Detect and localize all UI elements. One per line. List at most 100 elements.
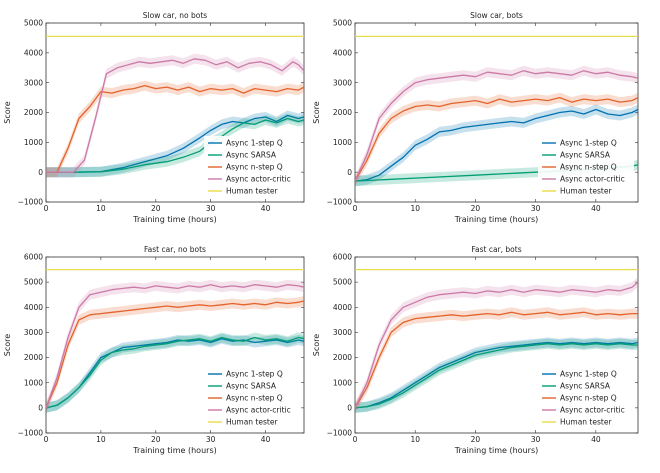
series-group xyxy=(46,268,304,413)
x-axis-label: Training time (hours) xyxy=(132,215,216,224)
legend-label-async-n-step-q: Async n-step Q xyxy=(560,163,617,172)
y-tick-label: 4000 xyxy=(24,48,43,57)
y-tick-label: 1000 xyxy=(24,138,43,147)
y-tick-label: −1000 xyxy=(327,429,353,438)
y-tick-label: 5000 xyxy=(333,278,352,287)
series-band-async-sarsa xyxy=(46,113,304,178)
y-axis-label: Score xyxy=(312,101,321,123)
series-line-async-actor-critic xyxy=(355,70,638,182)
x-tick-label: 40 xyxy=(261,204,271,213)
x-tick-label: 0 xyxy=(353,204,358,213)
series-line-async-n-step-q xyxy=(355,96,638,182)
legend-label-async-1-step-q: Async 1-step Q xyxy=(560,139,617,148)
x-tick-label: 10 xyxy=(96,435,106,444)
series-line-async-sarsa xyxy=(355,343,638,409)
y-tick-label: 6000 xyxy=(333,253,352,262)
x-tick-label: 30 xyxy=(206,435,216,444)
legend-label-async-actor-critic: Async actor-critic xyxy=(226,406,291,415)
x-tick-label: 30 xyxy=(531,204,541,213)
series-line-async-actor-critic xyxy=(46,58,304,173)
x-tick-label: 0 xyxy=(44,204,49,213)
legend-label-human-tester: Human tester xyxy=(560,187,612,196)
y-tick-label: 5000 xyxy=(24,19,43,28)
y-tick-label: 0 xyxy=(347,403,352,412)
chart-title: Slow car, bots xyxy=(470,11,523,20)
series-line-async-actor-critic xyxy=(46,284,304,409)
series-band-async-sarsa xyxy=(355,338,638,413)
chart-title: Fast car, no bots xyxy=(144,245,206,254)
x-axis-label: Training time (hours) xyxy=(454,446,538,455)
x-tick-label: 20 xyxy=(471,204,481,213)
series-band-async-1-step-q xyxy=(46,110,304,178)
legend-label-async-sarsa: Async SARSA xyxy=(560,151,611,160)
y-axis-label: Score xyxy=(3,101,12,123)
y-tick-label: 4000 xyxy=(333,303,352,312)
series-band-async-n-step-q xyxy=(46,80,304,178)
legend: Async 1-step Q Async SARSA Async n-step Q A… xyxy=(204,136,300,198)
x-tick-label: 40 xyxy=(591,204,601,213)
x-tick-label: 20 xyxy=(471,435,481,444)
series-line-async-1-step-q xyxy=(46,114,304,173)
y-tick-label: 2000 xyxy=(333,353,352,362)
x-tick-label: 10 xyxy=(96,204,106,213)
series-band-async-actor-critic xyxy=(46,53,304,178)
y-tick-label: 2000 xyxy=(24,353,43,362)
x-tick-label: 40 xyxy=(261,435,271,444)
series-band-async-actor-critic xyxy=(355,277,638,413)
series-band-async-1-step-q xyxy=(355,104,638,187)
y-tick-label: 2000 xyxy=(333,108,352,117)
y-tick-label: 6000 xyxy=(24,253,43,262)
series-group xyxy=(355,35,638,187)
x-tick-label: 30 xyxy=(531,435,541,444)
series-band-async-sarsa xyxy=(46,332,304,413)
y-tick-label: 4000 xyxy=(24,303,43,312)
x-tick-label: 40 xyxy=(591,435,601,444)
legend-label-async-1-step-q: Async 1-step Q xyxy=(560,370,617,379)
x-axis-label: Training time (hours) xyxy=(132,446,216,455)
legend-label-human-tester: Human tester xyxy=(560,418,612,427)
x-tick-label: 20 xyxy=(151,204,161,213)
x-tick-label: 0 xyxy=(353,435,358,444)
y-axis-label: Score xyxy=(3,334,12,356)
legend-label-async-actor-critic: Async actor-critic xyxy=(226,175,291,184)
series-group xyxy=(355,268,638,413)
y-tick-label: −1000 xyxy=(18,198,44,207)
x-tick-label: 20 xyxy=(151,435,161,444)
series-line-async-n-step-q xyxy=(355,311,638,409)
series-line-async-n-step-q xyxy=(46,300,304,409)
y-tick-label: 1000 xyxy=(333,378,352,387)
series-line-async-actor-critic xyxy=(355,281,638,409)
series-line-async-1-step-q xyxy=(46,338,304,409)
y-tick-label: 2000 xyxy=(24,108,43,117)
legend-label-async-n-step-q: Async n-step Q xyxy=(560,394,617,403)
legend-label-async-1-step-q: Async 1-step Q xyxy=(226,370,283,379)
series-line-async-1-step-q xyxy=(355,341,638,409)
x-tick-label: 0 xyxy=(44,435,49,444)
chart-title: Slow car, no bots xyxy=(143,11,208,20)
y-tick-label: 5000 xyxy=(24,278,43,287)
legend-label-async-sarsa: Async SARSA xyxy=(560,382,611,391)
y-tick-label: 1000 xyxy=(333,138,352,147)
legend-label-async-sarsa: Async SARSA xyxy=(226,382,277,391)
y-tick-label: 0 xyxy=(38,168,43,177)
x-tick-label: 30 xyxy=(206,204,216,213)
y-tick-label: 4000 xyxy=(333,48,352,57)
y-tick-label: 0 xyxy=(347,168,352,177)
y-tick-label: 3000 xyxy=(333,328,352,337)
series-line-async-n-step-q xyxy=(46,84,304,173)
x-axis-label: Training time (hours) xyxy=(454,215,538,224)
legend-label-async-n-step-q: Async n-step Q xyxy=(226,394,283,403)
legend-label-async-1-step-q: Async 1-step Q xyxy=(226,139,283,148)
legend: Async 1-step Q Async SARSA Async n-step Q A… xyxy=(204,367,300,429)
chart-title: Fast car, bots xyxy=(471,245,521,254)
legend-label-async-actor-critic: Async actor-critic xyxy=(560,175,625,184)
series-line-async-sarsa xyxy=(46,336,304,409)
legend-label-human-tester: Human tester xyxy=(226,187,278,196)
x-tick-label: 10 xyxy=(410,435,420,444)
y-tick-label: −1000 xyxy=(327,198,353,207)
y-tick-label: 3000 xyxy=(24,78,43,87)
